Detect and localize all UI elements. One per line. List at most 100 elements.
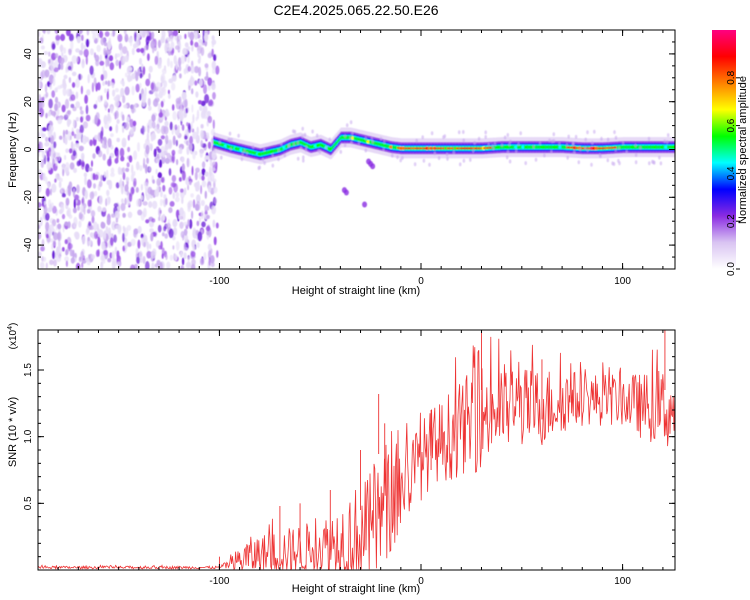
noise-speckle xyxy=(44,141,50,147)
noise-speckle xyxy=(87,74,90,84)
noise-speckle xyxy=(126,224,132,231)
noise-speckle xyxy=(178,34,182,40)
noise-speckle xyxy=(150,40,155,49)
noise-speckle xyxy=(168,46,172,52)
spectrogram-x-tick-labels: -100 0 100 xyxy=(209,276,631,287)
noise-speckle xyxy=(42,172,46,182)
noise-speckle xyxy=(181,163,185,172)
halo-speckle xyxy=(302,155,305,160)
noise-speckle xyxy=(144,164,148,174)
halo-speckle xyxy=(506,149,510,154)
snr-y-axis-label: SNR (10 * v/v) xyxy=(7,397,19,467)
noise-speckle xyxy=(171,156,174,162)
noise-speckle xyxy=(94,174,99,181)
noise-speckle xyxy=(54,96,59,104)
noise-speckle xyxy=(129,38,133,47)
signal-core xyxy=(622,145,624,149)
noise-speckle xyxy=(106,189,110,197)
noise-speckle xyxy=(213,197,217,205)
halo-speckle xyxy=(534,157,538,162)
signal-core xyxy=(383,143,386,148)
noise-speckle xyxy=(144,181,149,191)
noise-speckle xyxy=(115,225,121,230)
noise-speckle xyxy=(160,82,163,88)
noise-speckle xyxy=(169,201,175,207)
noise-speckle xyxy=(67,187,72,197)
halo-speckle xyxy=(437,156,441,161)
noise-speckle xyxy=(151,262,155,269)
signal-core xyxy=(562,145,564,149)
y-tick-label: 0 xyxy=(23,146,34,152)
noise-speckle xyxy=(84,189,88,200)
noise-speckle xyxy=(105,225,109,234)
noise-speckle xyxy=(212,119,215,130)
noise-speckle xyxy=(129,118,134,128)
signal-core xyxy=(561,145,563,149)
halo-speckle xyxy=(598,153,602,158)
noise-speckle xyxy=(67,65,72,71)
noise-speckle xyxy=(151,114,156,122)
noise-speckle xyxy=(69,135,72,141)
signal-core xyxy=(251,150,254,154)
noise-speckle xyxy=(212,161,217,169)
noise-speckle xyxy=(45,112,48,119)
noise-speckle xyxy=(161,253,164,259)
noise-speckle xyxy=(137,68,141,77)
halo-speckle xyxy=(287,143,291,148)
noise-speckle xyxy=(115,94,121,100)
noise-speckle xyxy=(133,43,137,49)
signal-peak xyxy=(672,145,675,149)
noise-speckle xyxy=(38,251,42,257)
noise-speckle xyxy=(181,257,185,266)
noise-speckle xyxy=(159,198,163,207)
noise-speckle xyxy=(41,133,46,138)
noise-speckle xyxy=(49,259,54,266)
halo-speckle xyxy=(302,158,305,163)
noise-speckle xyxy=(45,91,49,98)
noise-speckle xyxy=(111,250,115,260)
noise-speckle xyxy=(115,59,119,67)
noise-speckle xyxy=(53,259,57,267)
noise-speckle xyxy=(211,205,217,215)
noise-speckle xyxy=(169,254,174,261)
signal-core xyxy=(263,151,266,155)
noise-speckle xyxy=(143,207,147,218)
noise-speckle xyxy=(86,30,90,36)
colorbar-tick-label: 0.2 xyxy=(726,214,737,228)
noise-speckle xyxy=(41,96,45,102)
signal-core xyxy=(221,143,224,147)
noise-speckle xyxy=(133,228,139,235)
signal-core xyxy=(347,135,350,140)
noise-speckle xyxy=(210,261,215,268)
noise-speckle xyxy=(43,256,47,263)
noise-speckle xyxy=(41,127,47,132)
noise-speckle xyxy=(107,138,112,148)
noise-speckle xyxy=(122,245,126,252)
noise-speckle xyxy=(189,31,195,41)
noise-speckle xyxy=(167,139,173,150)
noise-speckle xyxy=(40,159,44,169)
noise-speckle xyxy=(48,51,51,57)
noise-speckle xyxy=(70,94,76,101)
signal-core xyxy=(621,145,623,149)
noise-speckle xyxy=(39,37,44,44)
noise-speckle xyxy=(159,261,163,269)
noise-speckle xyxy=(60,33,66,42)
halo-speckle xyxy=(228,131,232,136)
signal-core xyxy=(267,150,269,155)
noise-speckle xyxy=(170,49,174,56)
noise-speckle xyxy=(94,114,98,124)
signal-core xyxy=(658,145,660,149)
noise-speckle xyxy=(40,71,44,81)
signal-core xyxy=(285,145,287,149)
noise-speckle xyxy=(142,201,148,206)
halo-speckle xyxy=(538,141,542,146)
halo-speckle xyxy=(524,161,527,166)
noise-speckle xyxy=(74,231,79,238)
noise-speckle xyxy=(186,122,189,127)
noise-speckle xyxy=(92,33,97,41)
signal-core-hot xyxy=(471,147,473,150)
noise-speckle xyxy=(117,34,123,42)
noise-speckle xyxy=(75,133,80,141)
halo-speckle xyxy=(413,162,417,167)
